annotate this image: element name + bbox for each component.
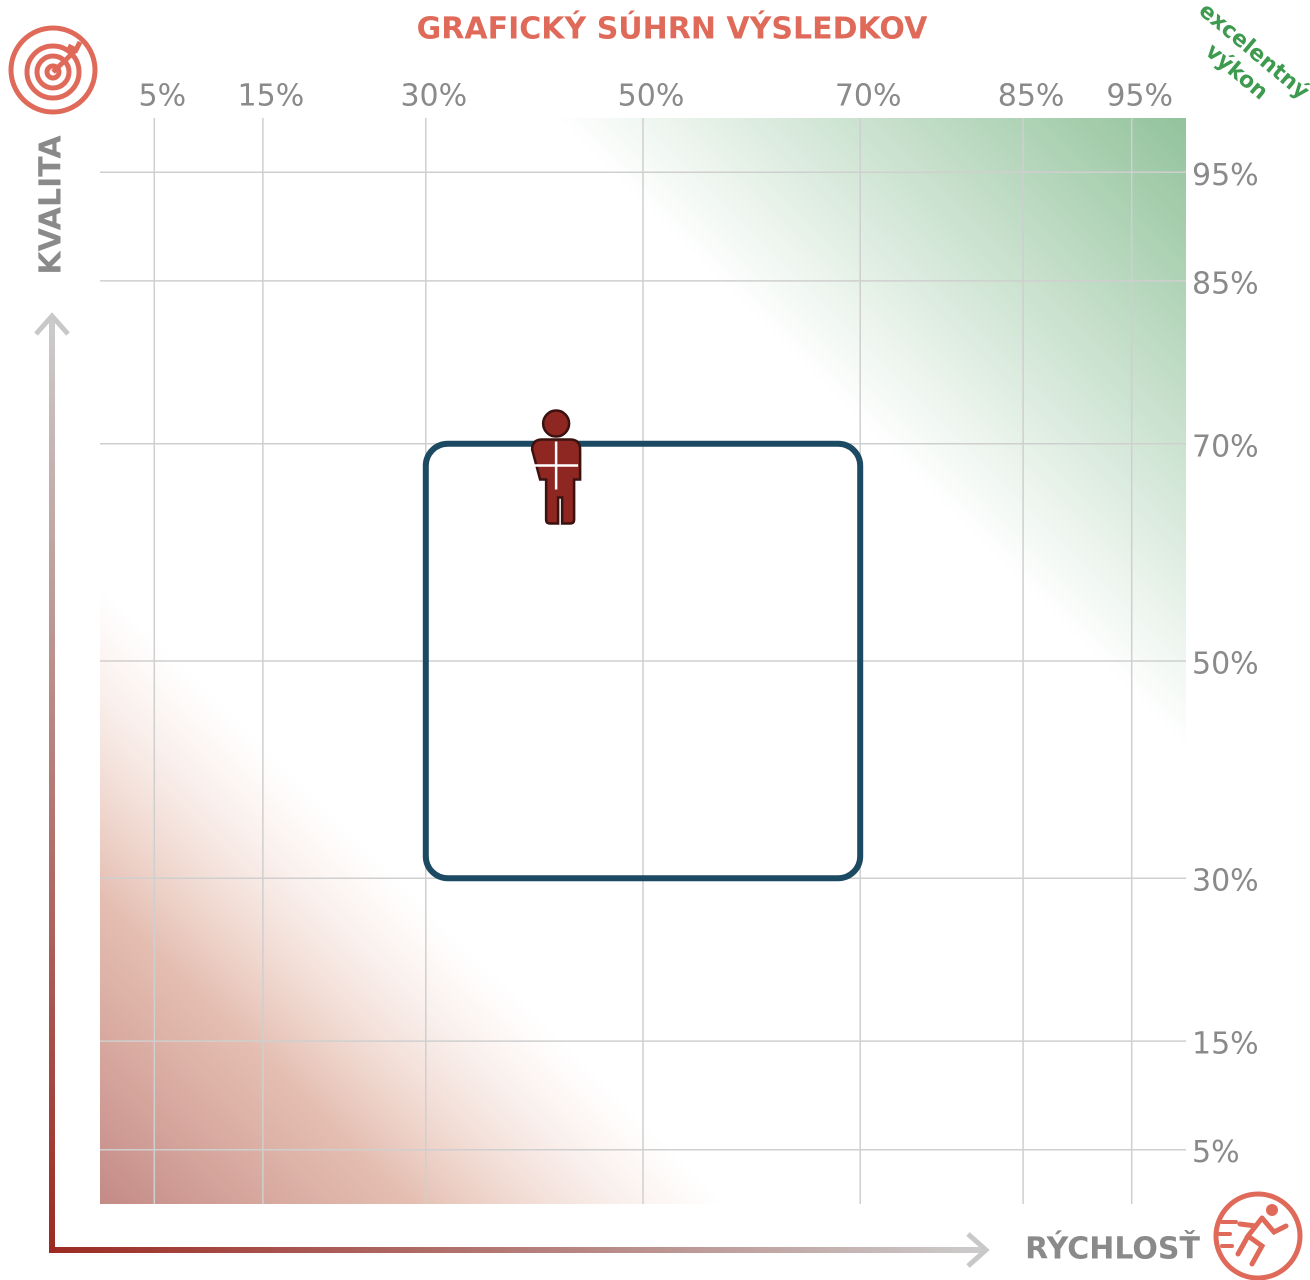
- x-tick-label: 5%: [139, 79, 187, 114]
- x-tick-label: 85%: [998, 79, 1065, 114]
- x-tick-label: 50%: [618, 79, 685, 114]
- range-box: [422, 440, 864, 882]
- y-axis-arrow: [49, 318, 55, 1253]
- x-tick-label: 30%: [400, 79, 467, 114]
- y-arrowhead: [34, 312, 70, 336]
- y-tick-label: 15%: [1192, 1027, 1259, 1062]
- y-tick-label: 70%: [1192, 429, 1259, 464]
- y-tick-label: 50%: [1192, 647, 1259, 682]
- x-tick-label: 95%: [1106, 79, 1173, 114]
- x-tick-label: 15%: [238, 79, 305, 114]
- y-axis-label: KVALITA: [34, 135, 69, 275]
- x-axis-label: RÝCHLOSŤ: [1025, 1230, 1200, 1267]
- grid: [100, 118, 1186, 1204]
- y-tick-label: 85%: [1192, 266, 1259, 301]
- y-tick-label: 95%: [1192, 158, 1259, 193]
- x-tick-label: 70%: [835, 79, 902, 114]
- chart-title: GRAFICKÝ SÚHRN VÝSLEDKOV: [417, 10, 928, 47]
- target-icon: [8, 25, 98, 115]
- x-arrowhead: [966, 1232, 990, 1268]
- y-tick-label: 30%: [1192, 864, 1259, 899]
- x-axis-arrow: [49, 1247, 984, 1253]
- annotation: excelentný výkon: [1194, 0, 1310, 105]
- y-tick-label: 5%: [1192, 1135, 1240, 1170]
- person-head: [541, 409, 571, 438]
- runner-icon: [1213, 1191, 1303, 1280]
- person-marker: [530, 409, 582, 525]
